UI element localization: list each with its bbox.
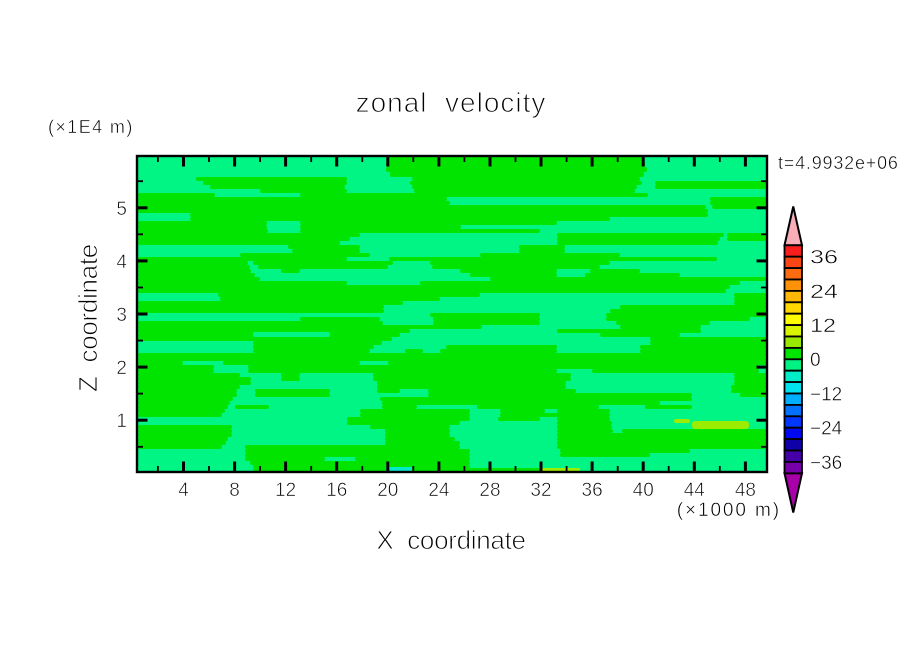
svg-text:44: 44 (684, 480, 706, 501)
svg-text:−12: −12 (810, 384, 842, 405)
svg-text:(×1000 m): (×1000 m) (677, 500, 781, 521)
svg-text:48: 48 (735, 480, 756, 501)
svg-text:2: 2 (116, 358, 127, 379)
svg-text:−24: −24 (810, 419, 843, 440)
svg-text:0: 0 (810, 350, 821, 371)
svg-text:40: 40 (633, 480, 654, 501)
svg-text:3: 3 (116, 305, 127, 326)
svg-text:28: 28 (479, 480, 500, 501)
svg-text:8: 8 (229, 480, 240, 501)
svg-text:(×1E4 m): (×1E4 m) (48, 117, 134, 137)
svg-text:t=4.9932e+06: t=4.9932e+06 (778, 153, 899, 173)
svg-text:5: 5 (116, 199, 127, 220)
svg-text:4: 4 (116, 252, 127, 273)
svg-text:12: 12 (275, 480, 296, 501)
svg-text:Z coordinate: Z coordinate (73, 244, 103, 392)
svg-text:24: 24 (810, 282, 839, 303)
svg-text:24: 24 (428, 480, 450, 501)
svg-text:20: 20 (377, 480, 398, 501)
svg-text:16: 16 (326, 480, 347, 501)
svg-text:32: 32 (530, 480, 551, 501)
svg-text:−36: −36 (810, 453, 842, 474)
svg-text:X coordinate: X coordinate (376, 525, 525, 555)
svg-text:1: 1 (116, 411, 127, 432)
svg-text:36: 36 (582, 480, 603, 501)
svg-text:12: 12 (810, 316, 836, 337)
svg-text:zonal velocity: zonal velocity (356, 87, 547, 118)
svg-text:36: 36 (810, 248, 838, 269)
svg-text:4: 4 (178, 480, 189, 501)
